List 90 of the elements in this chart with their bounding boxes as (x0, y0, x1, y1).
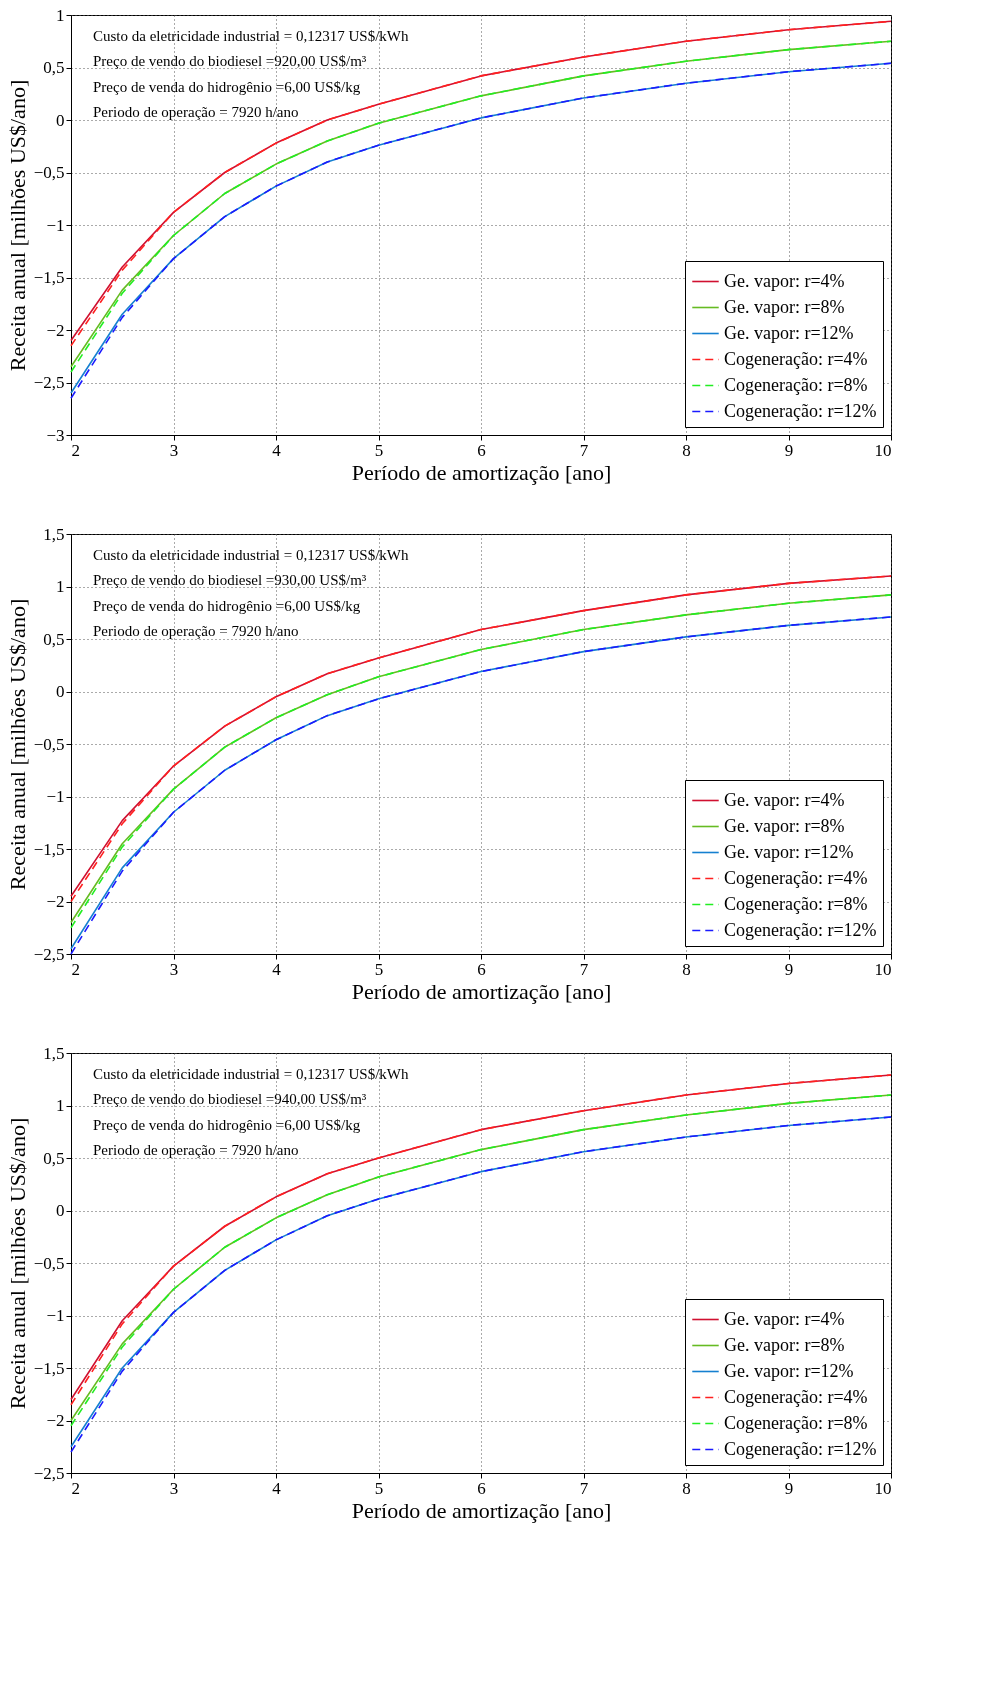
x-tick-label: 8 (682, 959, 691, 979)
x-tick-label: 5 (374, 1478, 384, 1498)
annotation: Preço de vendo do biodiesel =920,00 US$/m³ (93, 53, 367, 70)
annotation: Periodo de operação = 7920 h/ano (93, 1142, 299, 1159)
annotation: Preço de venda do hidrogênio =6,00 US$/kg (93, 597, 361, 614)
y-tick-label: 0,5 (43, 629, 65, 649)
x-tick-label: 4 (272, 440, 282, 460)
legend-label: Ge. vapor: r=8% (724, 296, 845, 317)
legend-label: Cogeneração: r=8% (724, 1412, 868, 1433)
y-tick-label: −2,5 (33, 944, 65, 964)
x-tick-label: 4 (272, 959, 282, 979)
y-tick-label: 1,5 (43, 1043, 65, 1063)
x-tick-label: 8 (682, 440, 691, 460)
y-tick-label: 0 (56, 110, 65, 130)
y-tick-label: −0,5 (33, 734, 65, 754)
x-tick-label: 8 (682, 1478, 691, 1498)
legend-label: Ge. vapor: r=12% (724, 322, 854, 343)
y-tick-label: 0,5 (43, 58, 65, 77)
x-tick-label: 9 (784, 1478, 794, 1498)
legend-label: Cogeneração: r=4% (724, 867, 868, 888)
x-tick-label: 9 (784, 959, 794, 979)
y-tick-label: −1 (46, 215, 65, 235)
legend-label: Cogeneração: r=12% (724, 400, 877, 421)
annotation: Custo da eletricidade industrial = 0,12317 US$/kWh (93, 1066, 409, 1082)
annotation: Preço de venda do hidrogênio =6,00 US$/kg (93, 1116, 361, 1133)
y-tick-label: −0,5 (33, 1253, 65, 1273)
legend-label: Cogeneração: r=12% (724, 919, 877, 940)
legend-label: Ge. vapor: r=4% (724, 789, 845, 810)
y-tick-label: −1,5 (33, 1358, 65, 1378)
x-tick-label: 3 (169, 959, 179, 979)
x-tick-label: 3 (169, 440, 179, 460)
annotation: Preço de venda do hidrogênio =6,00 US$/kg (93, 78, 361, 95)
legend-label: Ge. vapor: r=12% (724, 841, 854, 862)
x-tick-label: 7 (579, 440, 589, 460)
x-tick-label: 7 (579, 1478, 589, 1498)
y-tick-label: 0 (56, 1201, 65, 1220)
legend-label: Ge. vapor: r=4% (724, 1308, 845, 1329)
y-tick-label: −2 (46, 892, 65, 911)
x-axis-title: Período de amortização [ano] (351, 978, 612, 1004)
x-tick-label: 5 (374, 440, 384, 460)
legend-label: Ge. vapor: r=4% (724, 270, 845, 291)
y-axis-title: Receita anual [milhões US$/ano] (4, 79, 30, 372)
x-tick-label: 6 (477, 440, 486, 460)
y-tick-label: 0 (56, 682, 65, 701)
y-tick-label: −1,5 (33, 839, 65, 859)
x-tick-label: 10 (874, 959, 892, 979)
legend-label: Cogeneração: r=8% (724, 374, 868, 395)
annotation: Custo da eletricidade industrial = 0,12317 US$/kWh (93, 547, 409, 563)
x-tick-label: 2 (71, 440, 80, 460)
x-tick-label: 6 (477, 959, 486, 979)
y-tick-label: −3 (46, 425, 65, 445)
legend-label: Cogeneração: r=8% (724, 893, 868, 914)
y-tick-label: −0,5 (33, 163, 65, 182)
y-tick-label: −1 (46, 787, 65, 806)
x-tick-label: 2 (71, 1478, 80, 1498)
y-tick-label: −2,5 (33, 1463, 65, 1483)
x-tick-label: 7 (579, 959, 589, 979)
y-axis-title: Receita anual [milhões US$/ano] (4, 1117, 30, 1410)
y-tick-label: 1 (56, 1096, 65, 1115)
x-tick-label: 2 (71, 959, 80, 979)
y-tick-label: −2 (46, 320, 65, 340)
x-axis-title: Período de amortização [ano] (351, 1497, 612, 1523)
legend-label: Ge. vapor: r=12% (724, 1360, 854, 1381)
annotation: Periodo de operação = 7920 h/ano (93, 623, 299, 640)
y-tick-label: 0,5 (43, 1148, 65, 1168)
annotation: Preço de vendo do biodiesel =930,00 US$/m³ (93, 572, 367, 589)
x-tick-label: 10 (874, 440, 892, 460)
y-tick-label: −1 (46, 1306, 65, 1325)
x-tick-label: 10 (874, 1478, 892, 1498)
x-tick-label: 6 (477, 1478, 486, 1498)
annotation: Periodo de operação = 7920 h/ano (93, 104, 299, 121)
legend-label: Ge. vapor: r=8% (724, 1334, 845, 1355)
x-tick-label: 5 (374, 959, 384, 979)
x-axis-title: Período de amortização [ano] (351, 459, 612, 485)
annotation: Custo da eletricidade industrial = 0,12317 US$/kWh (93, 28, 409, 44)
legend-label: Cogeneração: r=12% (724, 1438, 877, 1459)
legend-label: Cogeneração: r=4% (724, 348, 868, 369)
legend-label: Cogeneração: r=4% (724, 1386, 868, 1407)
y-tick-label: 1 (56, 577, 65, 596)
y-tick-label: 1,5 (43, 524, 65, 544)
y-tick-label: −1,5 (33, 268, 65, 287)
x-tick-label: 9 (784, 440, 794, 460)
y-axis-title: Receita anual [milhões US$/ano] (4, 598, 30, 891)
legend-label: Ge. vapor: r=8% (724, 815, 845, 836)
y-tick-label: −2 (46, 1411, 65, 1430)
x-tick-label: 4 (272, 1478, 282, 1498)
y-tick-label: 1 (56, 5, 65, 25)
y-tick-label: −2,5 (33, 373, 65, 392)
x-tick-label: 3 (169, 1478, 179, 1498)
annotation: Preço de vendo do biodiesel =940,00 US$/m³ (93, 1091, 367, 1108)
